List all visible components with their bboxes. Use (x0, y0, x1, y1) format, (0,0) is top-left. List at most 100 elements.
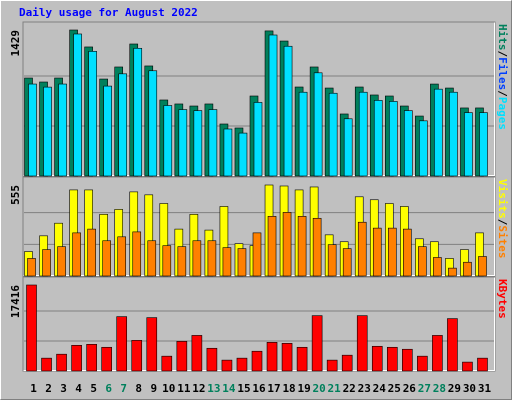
bar (447, 318, 458, 372)
bar (267, 216, 277, 277)
bar (87, 228, 96, 277)
x-tick-label: 23 (358, 382, 371, 395)
bar (26, 284, 37, 372)
bar (448, 267, 457, 277)
y-tick-label: 555 (9, 185, 22, 205)
bar (463, 261, 472, 277)
x-tick-label: 29 (448, 382, 461, 395)
x-tick-label: 10 (162, 382, 175, 395)
legend: Hits/Files/Pages (496, 24, 509, 130)
x-tick-label: 27 (418, 382, 431, 395)
bar (419, 120, 428, 177)
chart-title: Daily usage for August 2022 (19, 6, 198, 19)
bar (252, 232, 262, 277)
bar (118, 73, 128, 177)
bar (73, 33, 82, 177)
bar (72, 232, 81, 277)
bar (417, 355, 428, 372)
bar (282, 212, 292, 277)
bar (327, 244, 337, 277)
legend: Visits/Sites (496, 179, 509, 259)
bar (404, 110, 413, 177)
bar (433, 257, 442, 277)
bar (326, 359, 338, 372)
bar (71, 344, 82, 372)
legend-separator: / (496, 51, 509, 58)
x-tick-label: 7 (120, 382, 127, 395)
bar (298, 91, 308, 177)
x-tick-label: 11 (177, 382, 191, 395)
x-tick-label: 19 (297, 382, 310, 395)
bar (133, 47, 143, 177)
bar (147, 240, 157, 277)
bar (372, 227, 382, 277)
bar (116, 316, 128, 372)
bar (103, 85, 112, 177)
bar (312, 217, 322, 277)
x-tick-label: 25 (388, 382, 401, 395)
x-tick-label: 12 (192, 382, 205, 395)
legend-separator: / (496, 219, 509, 226)
bar (297, 216, 307, 277)
bar (132, 231, 142, 277)
x-tick-label: 22 (343, 382, 356, 395)
bar (193, 110, 203, 177)
legend: KBytes (496, 279, 509, 319)
x-tick-label: 17 (267, 382, 280, 395)
x-tick-label: 18 (282, 382, 295, 395)
bar (341, 354, 353, 372)
x-tick-label: 2 (45, 382, 52, 395)
bar (207, 240, 217, 277)
bar (356, 315, 368, 372)
bar (281, 343, 293, 372)
x-tick-label: 16 (252, 382, 266, 395)
bar (43, 86, 52, 177)
bar (148, 70, 158, 177)
x-tick-label: 9 (150, 382, 157, 395)
bar (163, 105, 173, 177)
bar (86, 344, 97, 372)
bar (283, 45, 293, 177)
bar (146, 317, 158, 372)
bar (328, 92, 338, 177)
bar (462, 361, 473, 372)
x-tick-label: 30 (463, 382, 476, 395)
bar (191, 335, 203, 372)
bar (266, 342, 278, 372)
bar (206, 347, 218, 372)
bar (268, 34, 278, 177)
bar (403, 228, 412, 277)
bar (117, 236, 127, 277)
bar (371, 345, 383, 372)
legend-entry: Files (496, 57, 509, 90)
bar (161, 355, 173, 372)
y-tick-label: 17416 (9, 285, 22, 318)
bar (56, 353, 67, 372)
bar (342, 248, 352, 277)
bar (402, 348, 413, 372)
legend-entry: Sites (496, 225, 509, 258)
bar (27, 258, 36, 277)
x-tick-label: 24 (373, 382, 387, 395)
x-tick-label: 21 (328, 382, 342, 395)
legend-entry: Pages (496, 97, 509, 130)
x-tick-label: 5 (90, 382, 97, 395)
bar (58, 83, 67, 177)
bar (253, 102, 263, 177)
bar (311, 315, 323, 372)
x-tick-label: 8 (135, 382, 142, 395)
x-tick-label: 28 (433, 382, 446, 395)
bar (88, 51, 97, 177)
bar (237, 248, 247, 277)
bar (478, 256, 487, 277)
bar (388, 101, 398, 177)
bar (57, 246, 66, 277)
legend-entry: KBytes (496, 279, 509, 319)
bar (238, 132, 248, 177)
x-tick-label: 4 (75, 382, 82, 395)
bar (41, 357, 52, 372)
bar (101, 346, 112, 372)
bar (357, 221, 367, 277)
legend-entry: Hits (496, 24, 509, 51)
